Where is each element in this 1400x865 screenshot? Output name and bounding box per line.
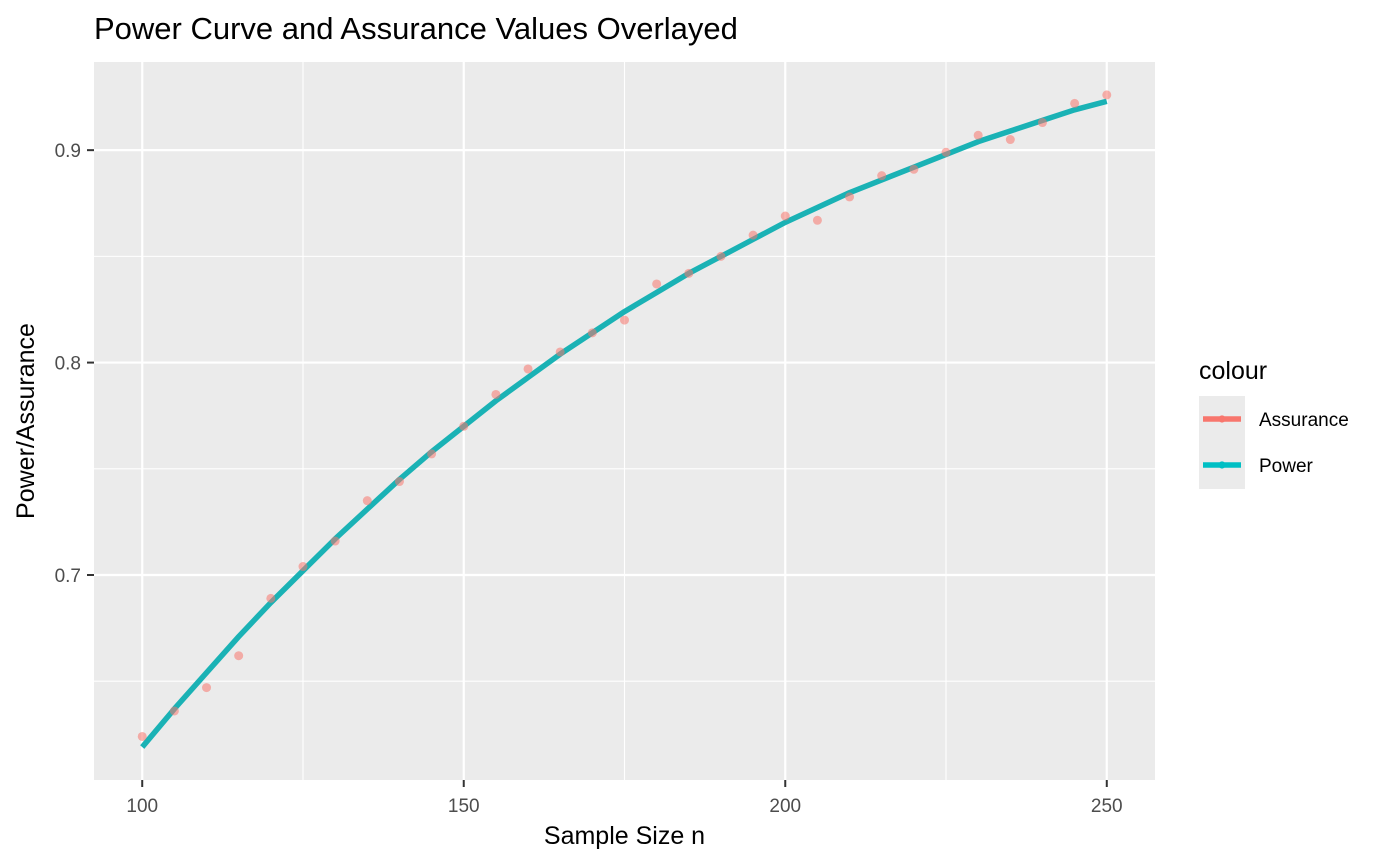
assurance-point [523,364,533,374]
legend-label-assurance: Assurance [1259,410,1349,431]
x-tick-label: 150 [448,796,480,817]
assurance-point [298,562,308,572]
assurance-point [202,683,212,693]
legend: colour Assurance Power [1199,357,1349,489]
y-tick-label: 0.9 [55,141,81,162]
assurance-point [394,477,404,487]
assurance-point [362,496,372,506]
y-axis: 0.7 0.8 0.9 [55,141,94,587]
x-axis: 100 150 200 250 [126,780,1123,817]
x-tick-label: 250 [1091,796,1123,817]
assurance-point [459,421,469,431]
assurance-point [1070,98,1080,108]
minor-gridlines [94,62,1155,780]
assurance-point [620,315,629,325]
x-tick-label: 200 [769,796,801,817]
assurance-point [1102,90,1112,100]
legend-item-assurance: Assurance [1203,410,1349,431]
assurance-point [973,130,983,140]
assurance-point [877,171,887,181]
chart-title: Power Curve and Assurance Values Overlay… [94,11,738,46]
legend-item-power: Power [1203,456,1314,477]
assurance-point [555,347,565,357]
y-tick-label: 0.7 [55,566,81,587]
assurance-point [330,536,340,546]
assurance-point [1005,135,1015,145]
x-axis-title: Sample Size n [544,822,705,850]
assurance-point [266,593,276,603]
assurance-point [1037,118,1047,128]
assurance-point [716,251,726,261]
assurance-point [491,389,501,399]
assurance-point [941,147,951,157]
legend-title: colour [1199,357,1267,385]
assurance-point [909,164,919,174]
assurance-point [812,215,822,225]
legend-key-background [1199,396,1245,489]
assurance-point [780,211,790,221]
assurance-point [748,230,758,240]
assurance-point [587,328,597,338]
legend-label-power: Power [1259,456,1314,477]
y-tick-label: 0.8 [55,354,81,375]
y-axis-title: Power/Assurance [12,323,40,519]
legend-key-power-point [1218,461,1226,469]
x-tick-label: 100 [126,796,158,817]
assurance-point [652,279,662,289]
legend-key-assurance-point [1218,415,1226,423]
assurance-point [427,449,437,459]
assurance-point [845,192,855,202]
assurance-point [684,268,694,278]
assurance-point [137,731,147,741]
assurance-series [137,90,1112,741]
assurance-point [169,706,179,716]
major-gridlines [94,62,1155,780]
assurance-point [234,651,244,661]
